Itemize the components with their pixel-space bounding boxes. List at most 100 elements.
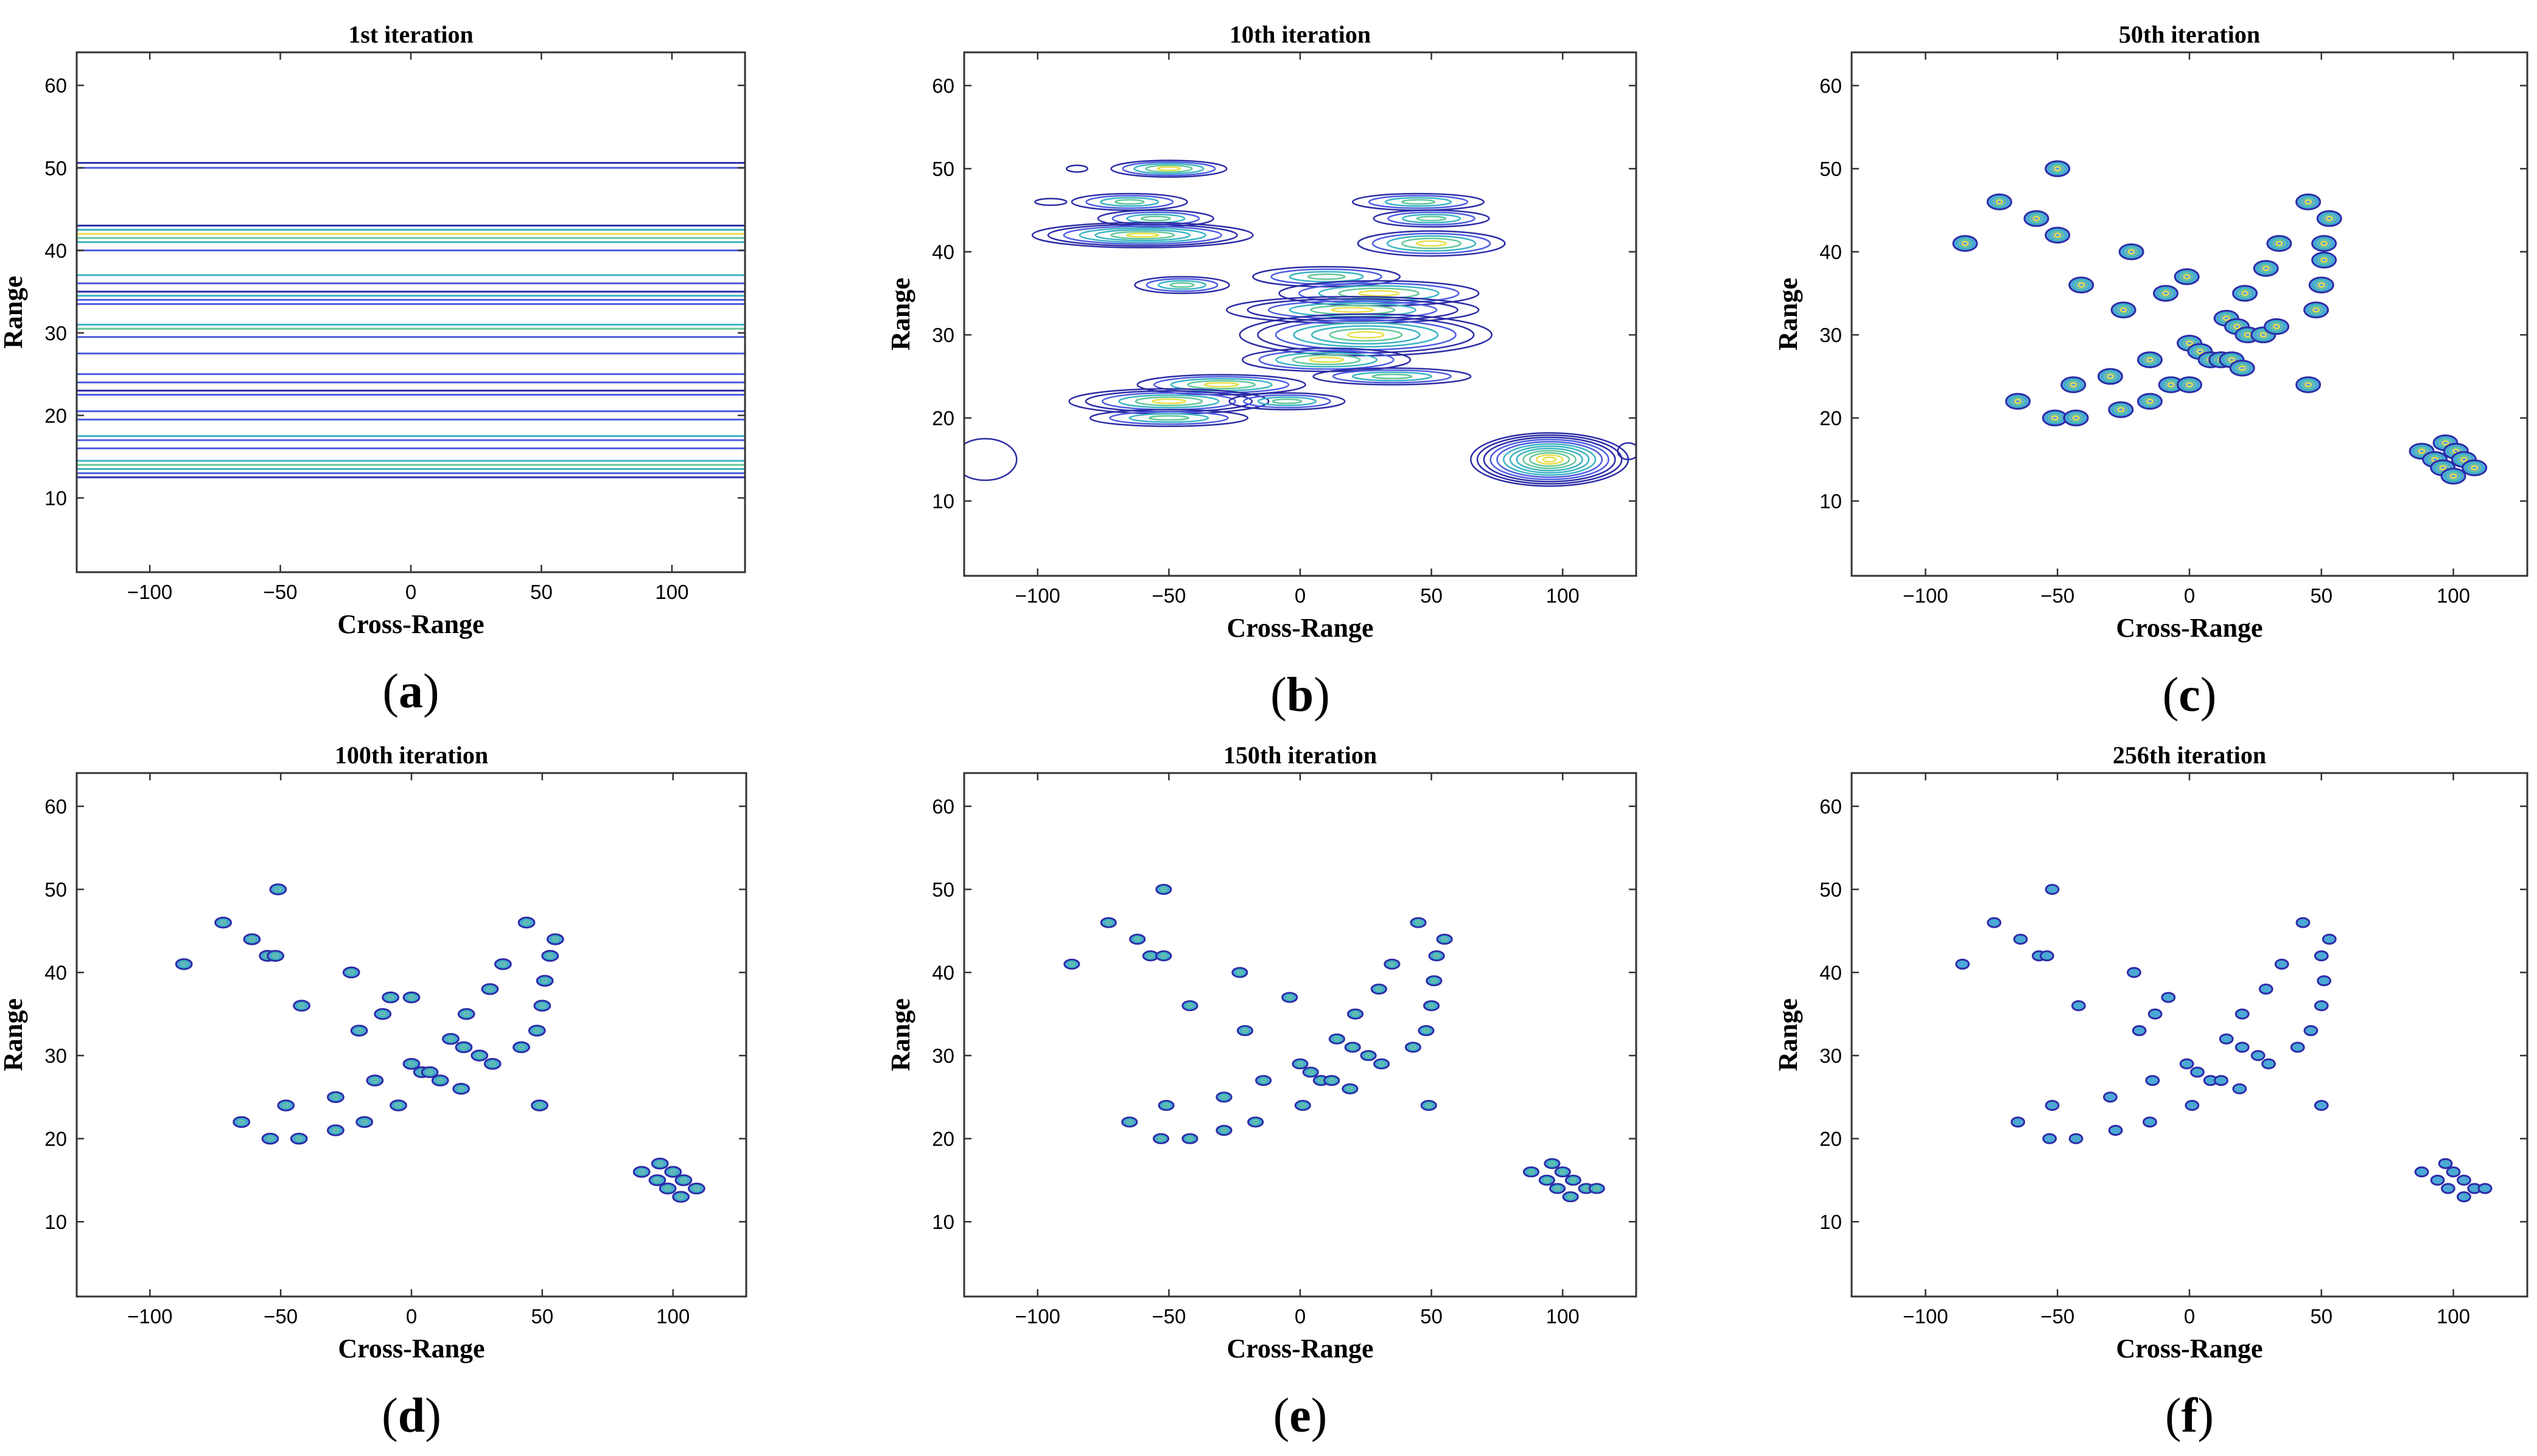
contour-ring — [1502, 443, 1597, 476]
scatterer — [2039, 950, 2054, 962]
panel-caption: (f) — [2165, 1389, 2214, 1443]
scatterer — [1373, 1058, 1390, 1069]
scatterer — [2005, 393, 2031, 410]
scatterer — [672, 1191, 690, 1203]
x-tick-label: 100 — [1546, 1305, 1580, 1328]
scatterer — [2232, 1083, 2247, 1094]
y-tick-label: 60 — [44, 796, 67, 818]
panel-caption: (b) — [1270, 668, 1330, 722]
scatterer — [481, 983, 499, 995]
y-axis-label: Range — [886, 998, 915, 1071]
scatterer — [442, 1033, 460, 1045]
contour-ring — [1373, 209, 1490, 228]
scatterer — [1121, 1116, 1138, 1128]
scatterer — [2303, 301, 2329, 318]
x-tick-label: 0 — [1295, 1305, 1306, 1328]
y-axis-label: Range — [0, 998, 28, 1071]
contour-ring — [1146, 278, 1219, 292]
x-tick-label: 50 — [2310, 1305, 2332, 1328]
scatterer — [2274, 958, 2289, 970]
scatterer — [2013, 934, 2028, 945]
scatterer — [2060, 376, 2087, 393]
scatterer — [243, 933, 261, 945]
y-tick-label: 60 — [932, 796, 954, 818]
scatterer — [1328, 1033, 1345, 1045]
scatterer — [261, 1132, 279, 1145]
scatterer — [2174, 268, 2200, 285]
scatterer — [2308, 276, 2334, 294]
scatterer — [2176, 376, 2203, 393]
x-tick-label: 50 — [531, 1305, 553, 1328]
contour-ring — [1535, 454, 1564, 465]
x-tick-label: −100 — [127, 1305, 172, 1328]
scatterer — [2261, 1058, 2276, 1069]
scatterer — [2234, 1041, 2250, 1053]
scatterer — [2042, 409, 2068, 427]
scatterer — [2414, 1166, 2429, 1178]
scatterer — [2071, 1000, 2086, 1012]
contour-ring — [1122, 161, 1216, 177]
scatterer — [2295, 193, 2322, 211]
scatterer — [483, 1058, 502, 1070]
contour-ring — [1331, 307, 1374, 313]
contour-ring — [1252, 265, 1401, 288]
scatterer — [402, 991, 421, 1004]
x-tick-label: 100 — [655, 581, 688, 603]
panel-title: 50th iteration — [2119, 21, 2260, 48]
scatterer — [175, 958, 193, 970]
scatterer — [452, 1083, 471, 1095]
panel-b: −100 −50 0 50 100 10 20 30 40 50 60 10th iteration C… — [886, 21, 1637, 722]
contour-ring — [1247, 298, 1458, 322]
contour-ring — [964, 438, 1018, 481]
scatterer — [1231, 967, 1248, 978]
contour-ring — [1148, 415, 1189, 421]
scatterer — [494, 958, 512, 970]
scatterer — [2145, 1075, 2160, 1087]
contour-ring — [1133, 163, 1205, 175]
x-tick-label: 0 — [1295, 584, 1306, 607]
scatterer — [1216, 1091, 1233, 1103]
scatterer — [2253, 260, 2279, 277]
y-tick-label: 40 — [44, 239, 67, 262]
y-tick-label: 20 — [1819, 1128, 1842, 1150]
scatterer — [421, 1066, 439, 1079]
scatterer — [2190, 1066, 2205, 1078]
plot-area-c — [1952, 160, 2488, 485]
contour-ring — [1126, 233, 1160, 238]
scatterer — [2045, 226, 2071, 244]
scatterer — [366, 1074, 384, 1087]
panel-e: −100 −50 0 50 100 10 20 30 40 50 60 150th iteration… — [886, 741, 1637, 1443]
scatterer — [2118, 243, 2144, 261]
y-tick-label: 10 — [1819, 1211, 1842, 1233]
scatterer — [2462, 459, 2488, 477]
scatterer — [2266, 235, 2292, 252]
contour-ring — [1114, 199, 1145, 205]
x-tick-label: −50 — [1152, 1305, 1186, 1328]
contour-ring — [1416, 240, 1447, 247]
y-tick-label: 10 — [932, 490, 954, 513]
contour-ring — [1357, 230, 1506, 257]
scatterer — [457, 1008, 475, 1020]
contour-ring — [1371, 373, 1413, 380]
contour-ring — [1258, 349, 1394, 370]
plot-area-b — [964, 159, 1636, 487]
scatterer — [2441, 1183, 2455, 1194]
scatterer — [2229, 359, 2255, 377]
scatterer — [2477, 1183, 2493, 1194]
contour-ring — [1257, 396, 1317, 407]
contour-ring — [1063, 225, 1222, 245]
y-tick-label: 40 — [932, 241, 954, 264]
scatterer — [2264, 318, 2290, 335]
scatterer — [2446, 1166, 2461, 1178]
scatterer — [2440, 467, 2466, 485]
contour-ring — [1187, 380, 1256, 390]
x-tick-label: −100 — [1015, 584, 1060, 607]
panel-title: 1st iteration — [348, 21, 474, 48]
plot-area-d — [175, 883, 705, 1203]
scatterer — [269, 883, 287, 895]
x-tick-label: 0 — [2184, 584, 2195, 607]
scatterer — [2232, 285, 2258, 302]
x-tick-label: −50 — [1152, 584, 1186, 607]
scatterer — [2127, 967, 2141, 978]
